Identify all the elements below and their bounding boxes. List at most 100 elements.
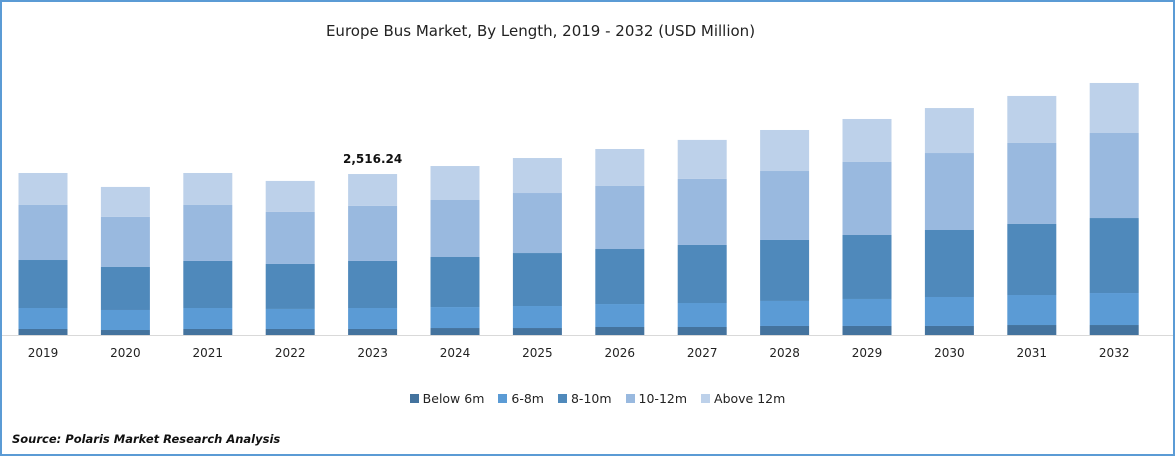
bar-segment	[595, 148, 645, 186]
bar-segment	[760, 129, 810, 172]
x-tick-label: 2021	[193, 346, 224, 360]
bar-segment	[18, 307, 68, 329]
bar-segment	[1007, 223, 1057, 296]
bar-segment	[100, 216, 150, 267]
bar-segment	[1007, 95, 1057, 143]
bar-segment	[430, 328, 480, 335]
bar-segment	[430, 257, 480, 308]
chart-title: Europe Bus Market, By Length, 2019 - 203…	[325, 22, 756, 40]
x-tick-label: 2028	[769, 346, 800, 360]
bar-segment	[677, 139, 727, 179]
bar-segment	[512, 253, 562, 307]
bar-segment	[842, 298, 892, 326]
chart-plot: 2019 2020 2021 2022 2023 2,516.24 2024 2025 2026…	[2, 82, 1173, 360]
bar-segment	[1007, 142, 1057, 224]
x-tick-label: 2031	[1017, 346, 1048, 360]
legend-swatch	[557, 394, 567, 403]
legend-label: Below 6m	[422, 391, 485, 406]
bar-segment	[1089, 82, 1139, 134]
bar-segment	[677, 303, 727, 328]
bar-segment	[677, 178, 727, 245]
legend-swatch	[498, 394, 508, 403]
bar-segment	[348, 260, 398, 308]
bar-segment	[760, 171, 810, 240]
bar-segment	[100, 330, 150, 335]
bar-segment	[1089, 133, 1139, 219]
bar-segment	[100, 266, 150, 310]
bar-segment	[842, 325, 892, 335]
bar-segment	[183, 260, 233, 308]
x-tick-label: 2029	[852, 346, 883, 360]
bar-segment	[348, 174, 398, 206]
bar-segment	[924, 153, 974, 231]
legend-item: 10-12m	[625, 391, 688, 406]
bar-segment	[183, 172, 233, 205]
legend-label: 8-10m	[570, 391, 612, 406]
source-note: Source: Polaris Market Research Analysis	[12, 432, 281, 446]
x-tick-label: 2027	[687, 346, 718, 360]
bar-segment	[512, 306, 562, 329]
legend-item: 8-10m	[557, 391, 612, 406]
x-tick-label: 2019	[28, 346, 59, 360]
bar-segment	[183, 328, 233, 335]
bar-segment	[677, 327, 727, 335]
bar-segment	[512, 158, 562, 194]
bar-segment	[1089, 293, 1139, 326]
bar-segment	[842, 161, 892, 235]
legend: Below 6m 6-8m 8-10m 10-12m Above 12m	[2, 391, 1173, 406]
x-tick-label: 2020	[110, 346, 141, 360]
bar-segment	[924, 108, 974, 154]
bar-segment	[265, 308, 315, 329]
bar-segment	[18, 172, 68, 205]
legend-label: 6-8m	[511, 391, 544, 406]
bar-segment	[1089, 218, 1139, 294]
bar-segment	[677, 244, 727, 304]
bar-segment	[924, 230, 974, 297]
bar-segment	[183, 204, 233, 261]
bar-segment	[595, 185, 645, 250]
bar-segment	[18, 260, 68, 308]
bar-segment	[842, 234, 892, 299]
bar-segment	[100, 309, 150, 331]
bar-segment	[760, 325, 810, 335]
x-tick-label: 2025	[522, 346, 553, 360]
bar-segment	[430, 166, 480, 200]
x-tick-label: 2026	[605, 346, 636, 360]
legend-label: Above 12m	[714, 391, 786, 406]
bar-segment	[1089, 325, 1139, 335]
bar-segment	[100, 186, 150, 217]
bar-segment	[265, 211, 315, 264]
bar-segment	[430, 199, 480, 258]
bar-segment	[512, 328, 562, 335]
x-tick-label: 2024	[440, 346, 471, 360]
x-tick-label: 2030	[934, 346, 965, 360]
bar-segment	[924, 296, 974, 326]
bar-segment	[348, 205, 398, 261]
bar-segment	[348, 328, 398, 335]
x-tick-label: 2022	[275, 346, 306, 360]
bar-segment	[760, 239, 810, 301]
bar-segment	[18, 328, 68, 335]
legend-swatch	[701, 394, 711, 403]
bar-segment	[924, 325, 974, 335]
bar-segment	[183, 307, 233, 329]
legend-label: 10-12m	[638, 391, 688, 406]
bar-segment	[595, 304, 645, 328]
bar-segment	[595, 249, 645, 305]
bar-segment	[760, 300, 810, 326]
bar-segment	[18, 204, 68, 261]
x-tick-label: 2032	[1099, 346, 1130, 360]
bar-segment	[265, 263, 315, 309]
bar-segment	[265, 328, 315, 335]
legend-item: Above 12m	[701, 391, 785, 406]
bar-segment	[348, 307, 398, 329]
bar-segment	[512, 193, 562, 254]
legend-item: 6-8m	[498, 391, 544, 406]
data-label: 2,516.24	[343, 152, 402, 166]
bar-segment	[595, 327, 645, 335]
bar-segment	[1007, 325, 1057, 335]
bar-segment	[265, 180, 315, 212]
bar-segment	[842, 118, 892, 162]
bar-segment	[430, 307, 480, 329]
